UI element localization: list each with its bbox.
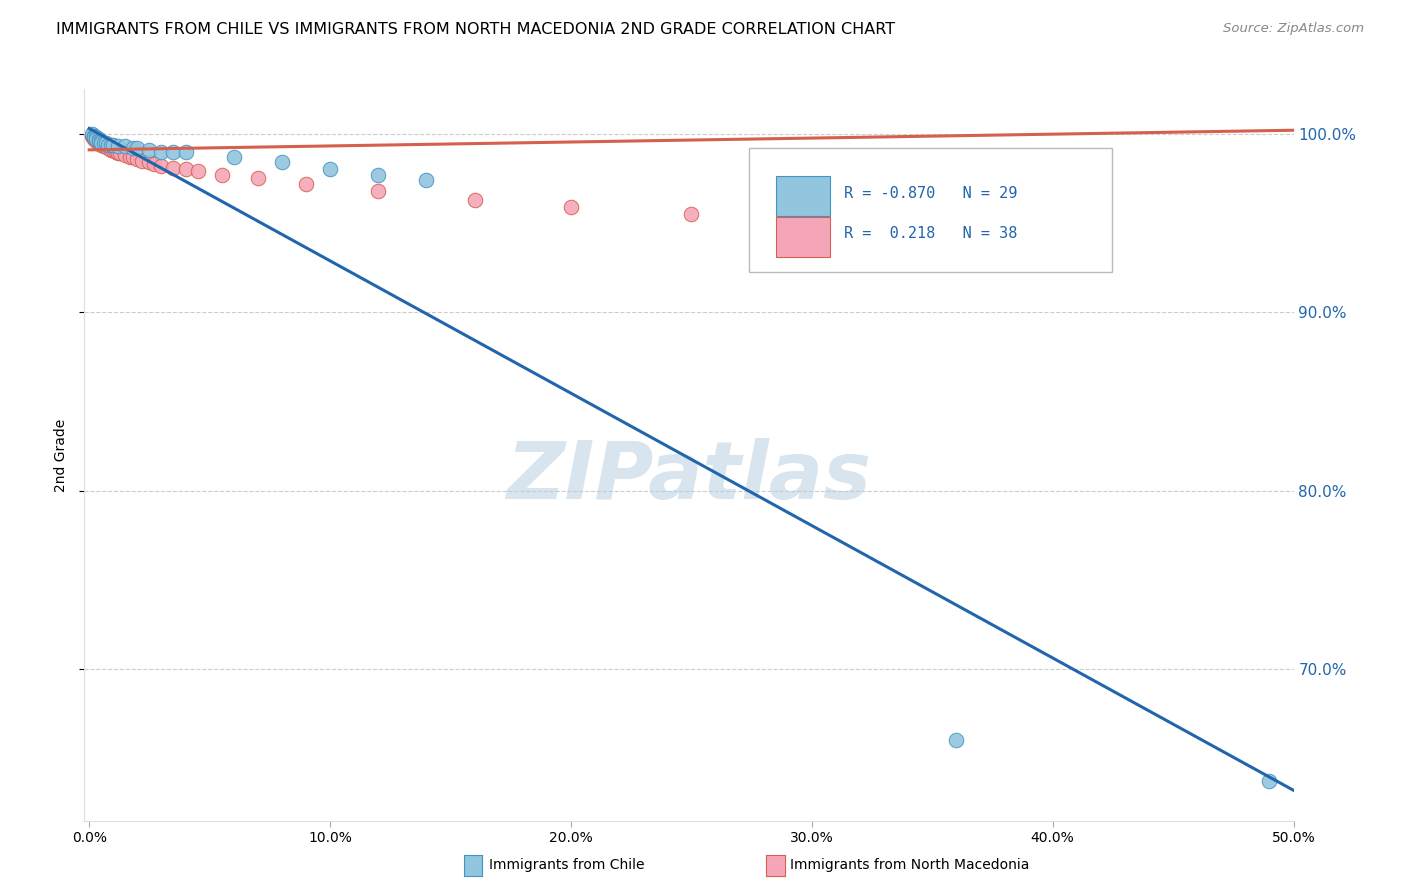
Point	[993, 225, 1015, 239]
Point	[83, 130, 105, 145]
Point	[162, 161, 184, 175]
Point	[246, 171, 269, 186]
Point	[174, 145, 197, 159]
Point	[120, 150, 142, 164]
Point	[945, 733, 967, 747]
Point	[86, 132, 108, 146]
Point	[90, 134, 112, 148]
Point	[87, 134, 110, 148]
Point	[86, 130, 108, 145]
Point	[121, 141, 143, 155]
FancyBboxPatch shape	[776, 176, 831, 216]
Text: IMMIGRANTS FROM CHILE VS IMMIGRANTS FROM NORTH MACEDONIA 2ND GRADE CORRELATION C: IMMIGRANTS FROM CHILE VS IMMIGRANTS FROM…	[56, 22, 896, 37]
Point	[367, 184, 389, 198]
Point	[87, 136, 110, 150]
Point	[114, 139, 136, 153]
Point	[87, 132, 110, 146]
Point	[97, 141, 120, 155]
Point	[97, 137, 120, 152]
Text: Immigrants from Chile: Immigrants from Chile	[489, 858, 645, 872]
Text: R = -0.870   N = 29: R = -0.870 N = 29	[844, 186, 1017, 201]
Point	[295, 177, 318, 191]
Point	[114, 148, 136, 162]
Point	[150, 145, 173, 159]
Point	[83, 132, 105, 146]
Point	[80, 128, 103, 143]
Point	[800, 214, 823, 228]
Point	[464, 193, 486, 207]
Point	[93, 139, 115, 153]
Point	[93, 136, 115, 150]
Point	[222, 150, 245, 164]
Text: ZIPatlas: ZIPatlas	[506, 438, 872, 516]
Point	[107, 146, 129, 161]
Point	[127, 152, 149, 166]
Point	[93, 137, 115, 152]
Point	[415, 173, 437, 187]
Point	[94, 139, 117, 153]
Point	[86, 132, 108, 146]
Point	[103, 143, 125, 157]
Point	[90, 137, 112, 152]
Point	[86, 134, 108, 148]
FancyBboxPatch shape	[749, 148, 1112, 272]
Point	[94, 136, 117, 150]
Point	[80, 127, 103, 141]
Point	[83, 130, 105, 145]
Point	[143, 157, 166, 171]
Point	[319, 162, 342, 177]
Point	[174, 162, 197, 177]
Point	[107, 139, 129, 153]
Point	[681, 207, 703, 221]
FancyBboxPatch shape	[776, 218, 831, 258]
Point	[367, 168, 389, 182]
Point	[211, 168, 233, 182]
Point	[110, 146, 132, 161]
Point	[162, 145, 184, 159]
Point	[187, 164, 209, 178]
Point	[150, 159, 173, 173]
Point	[121, 150, 143, 164]
Point	[83, 128, 105, 143]
Y-axis label: 2nd Grade: 2nd Grade	[53, 418, 67, 491]
Point	[103, 137, 125, 152]
Point	[560, 200, 582, 214]
Point	[138, 143, 160, 157]
Point	[138, 155, 160, 169]
Point	[131, 153, 153, 168]
Point	[87, 134, 110, 148]
Point	[104, 145, 127, 159]
Point	[127, 141, 149, 155]
Point	[1258, 774, 1281, 789]
Text: Immigrants from North Macedonia: Immigrants from North Macedonia	[790, 858, 1029, 872]
Point	[100, 137, 122, 152]
Point	[270, 155, 292, 169]
Text: Source: ZipAtlas.com: Source: ZipAtlas.com	[1223, 22, 1364, 36]
Point	[100, 143, 122, 157]
Text: R =  0.218   N = 38: R = 0.218 N = 38	[844, 226, 1017, 241]
Point	[90, 136, 112, 150]
Point	[90, 136, 112, 150]
